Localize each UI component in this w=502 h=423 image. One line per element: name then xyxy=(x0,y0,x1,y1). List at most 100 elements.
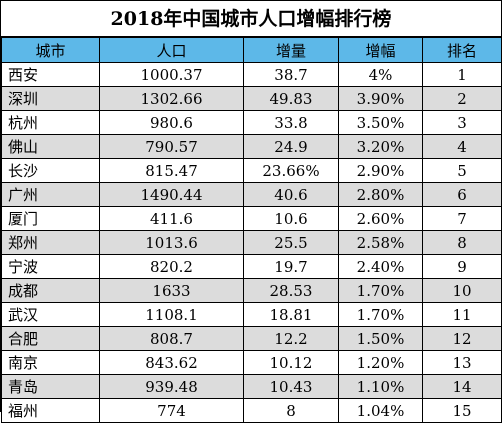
cell-increase: 33.8 xyxy=(243,110,339,135)
cell-growth-rate: 3.90% xyxy=(338,86,423,111)
cell-city: 深圳 xyxy=(1,86,100,111)
cell-population: 1000.37 xyxy=(99,62,244,87)
header-city: 城市 xyxy=(1,37,100,63)
header-population: 人口 xyxy=(99,37,244,63)
cell-growth-rate: 2.80% xyxy=(338,182,423,207)
cell-rank: 10 xyxy=(422,278,502,303)
cell-increase: 19.7 xyxy=(243,254,339,279)
header-increase: 增量 xyxy=(243,37,339,63)
cell-increase: 10.12 xyxy=(243,350,339,375)
cell-city: 佛山 xyxy=(1,134,100,159)
cell-increase: 10.6 xyxy=(243,206,339,231)
header-growth-rate: 增幅 xyxy=(338,37,423,63)
cell-city: 宁波 xyxy=(1,254,100,279)
cell-rank: 11 xyxy=(422,302,502,327)
cell-population: 790.57 xyxy=(99,134,244,159)
cell-rank: 6 xyxy=(422,182,502,207)
cell-population: 980.6 xyxy=(99,110,244,135)
cell-growth-rate: 1.04% xyxy=(338,398,423,423)
cell-rank: 9 xyxy=(422,254,502,279)
cell-increase: 18.81 xyxy=(243,302,339,327)
cell-population: 411.6 xyxy=(99,206,244,231)
table-row: 青岛 939.48 10.43 1.10% 14 xyxy=(1,374,502,399)
cell-growth-rate: 1.20% xyxy=(338,350,423,375)
cell-growth-rate: 1.70% xyxy=(338,302,423,327)
cell-population: 808.7 xyxy=(99,326,244,351)
cell-city: 合肥 xyxy=(1,326,100,351)
cell-population: 1013.6 xyxy=(99,230,244,255)
cell-population: 1633 xyxy=(99,278,244,303)
cell-growth-rate: 1.70% xyxy=(338,278,423,303)
table-row: 郑州 1013.6 25.5 2.58% 8 xyxy=(1,230,502,255)
cell-growth-rate: 2.90% xyxy=(338,158,423,183)
cell-increase: 40.6 xyxy=(243,182,339,207)
cell-city: 武汉 xyxy=(1,302,100,327)
header-row: 城市 人口 增量 增幅 排名 xyxy=(1,37,502,63)
cell-increase: 10.43 xyxy=(243,374,339,399)
cell-population: 843.62 xyxy=(99,350,244,375)
cell-rank: 7 xyxy=(422,206,502,231)
table-row: 深圳 1302.66 49.83 3.90% 2 xyxy=(1,86,502,111)
table-row: 宁波 820.2 19.7 2.40% 9 xyxy=(1,254,502,279)
cell-population: 774 xyxy=(99,398,244,423)
cell-increase: 49.83 xyxy=(243,86,339,111)
cell-increase: 38.7 xyxy=(243,62,339,87)
cell-growth-rate: 2.60% xyxy=(338,206,423,231)
table-title: 2018年中国城市人口增幅排行榜 xyxy=(1,1,501,37)
table-row: 合肥 808.7 12.2 1.50% 12 xyxy=(1,326,502,351)
cell-rank: 4 xyxy=(422,134,502,159)
cell-city: 杭州 xyxy=(1,110,100,135)
cell-growth-rate: 1.50% xyxy=(338,326,423,351)
cell-increase: 24.9 xyxy=(243,134,339,159)
cell-growth-rate: 2.58% xyxy=(338,230,423,255)
cell-increase: 8 xyxy=(243,398,339,423)
cell-rank: 14 xyxy=(422,374,502,399)
cell-city: 西安 xyxy=(1,62,100,87)
cell-growth-rate: 1.10% xyxy=(338,374,423,399)
table-row: 长沙 815.47 23.66% 2.90% 5 xyxy=(1,158,502,183)
cell-population: 820.2 xyxy=(99,254,244,279)
cell-growth-rate: 3.50% xyxy=(338,110,423,135)
cell-increase: 28.53 xyxy=(243,278,339,303)
cell-population: 939.48 xyxy=(99,374,244,399)
cell-population: 1302.66 xyxy=(99,86,244,111)
cell-rank: 1 xyxy=(422,62,502,87)
cell-city: 南京 xyxy=(1,350,100,375)
cell-rank: 12 xyxy=(422,326,502,351)
cell-growth-rate: 2.40% xyxy=(338,254,423,279)
cell-rank: 8 xyxy=(422,230,502,255)
cell-population: 815.47 xyxy=(99,158,244,183)
cell-rank: 15 xyxy=(422,398,502,423)
cell-population: 1490.44 xyxy=(99,182,244,207)
cell-city: 广州 xyxy=(1,182,100,207)
table-row: 西安 1000.37 38.7 4% 1 xyxy=(1,62,502,87)
table-row: 杭州 980.6 33.8 3.50% 3 xyxy=(1,110,502,135)
cell-city: 长沙 xyxy=(1,158,100,183)
cell-rank: 2 xyxy=(422,86,502,111)
cell-city: 青岛 xyxy=(1,374,100,399)
table-body: 西安 1000.37 38.7 4% 1 深圳 1302.66 49.83 3.90% 2 杭州 98… xyxy=(1,62,502,423)
cell-growth-rate: 3.20% xyxy=(338,134,423,159)
table-row: 南京 843.62 10.12 1.20% 13 xyxy=(1,350,502,375)
cell-city: 成都 xyxy=(1,278,100,303)
cell-rank: 3 xyxy=(422,110,502,135)
ranking-table: 城市 人口 增量 增幅 排名 西安 1000.37 38.7 4% 1 深圳 1302.66… xyxy=(1,37,502,423)
table-row: 武汉 1108.1 18.81 1.70% 11 xyxy=(1,302,502,327)
cell-growth-rate: 4% xyxy=(338,62,423,87)
cell-increase: 25.5 xyxy=(243,230,339,255)
cell-rank: 13 xyxy=(422,350,502,375)
table-row: 佛山 790.57 24.9 3.20% 4 xyxy=(1,134,502,159)
cell-city: 郑州 xyxy=(1,230,100,255)
header-rank: 排名 xyxy=(422,37,502,63)
cell-city: 福州 xyxy=(1,398,100,423)
cell-increase: 12.2 xyxy=(243,326,339,351)
cell-rank: 5 xyxy=(422,158,502,183)
table-row: 厦门 411.6 10.6 2.60% 7 xyxy=(1,206,502,231)
table-row: 广州 1490.44 40.6 2.80% 6 xyxy=(1,182,502,207)
cell-increase: 23.66% xyxy=(243,158,339,183)
table-row: 成都 1633 28.53 1.70% 10 xyxy=(1,278,502,303)
cell-city: 厦门 xyxy=(1,206,100,231)
cell-population: 1108.1 xyxy=(99,302,244,327)
table-row: 福州 774 8 1.04% 15 xyxy=(1,398,502,423)
